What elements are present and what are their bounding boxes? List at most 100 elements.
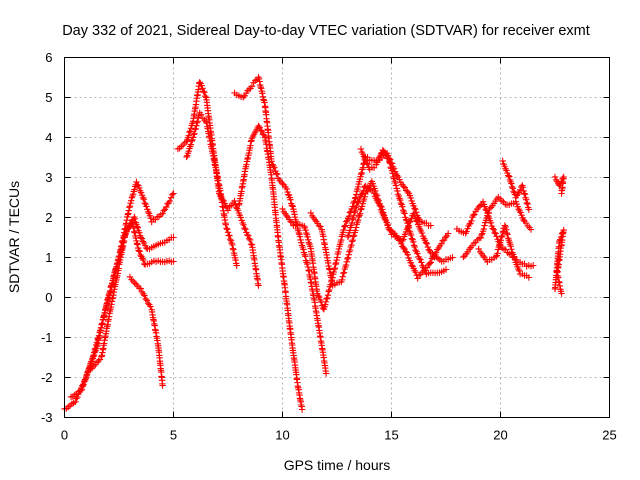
data-point [98,321,105,328]
data-point [521,190,528,197]
data-point [480,225,487,233]
data-point [128,197,135,204]
data-point [412,214,419,222]
data-point [344,233,352,241]
data-point [143,244,150,252]
data-point [186,128,193,136]
data-point [501,222,509,229]
data-point [357,171,365,178]
data-point [412,246,419,254]
data-point [394,187,401,195]
data-point [84,369,91,376]
data-point [142,295,149,303]
x-tick-label: 0 [61,428,68,443]
data-point [381,215,388,223]
data-point [354,217,362,224]
data-point [245,85,253,93]
data-point [332,259,340,267]
data-point [94,335,101,343]
data-point [199,85,206,92]
data-point [128,194,136,201]
data-point [233,262,240,269]
data-point [322,298,330,306]
data-point [407,231,415,239]
data-point [380,147,388,155]
data-point [143,297,151,304]
data-point [350,232,358,239]
data-point [396,176,403,183]
data-point [139,194,147,201]
data-point [137,285,144,292]
data-point [440,236,448,244]
data-point [359,200,366,207]
data-point [376,202,384,210]
data-point [96,356,104,363]
data-point [131,215,139,222]
series-track-18 [551,226,567,297]
data-point [160,207,168,214]
data-point [356,212,363,219]
data-point [417,256,424,263]
data-point [163,203,170,211]
series-track-9 [279,150,434,313]
data-point [147,214,155,222]
series-track-7 [231,74,330,377]
x-tick-label: 5 [170,428,177,443]
data-point [288,202,296,209]
data-point [506,173,513,180]
data-point [136,248,143,255]
data-point [198,111,205,118]
data-point [305,239,313,246]
data-point [323,295,330,303]
data-point [338,276,346,284]
data-point [421,266,428,274]
data-point [475,245,482,253]
data-point [351,195,359,202]
data-point [386,158,393,166]
data-point [481,222,488,229]
data-point [370,164,378,172]
data-point [357,206,364,213]
data-point [296,233,304,240]
data-point [302,253,309,260]
data-point [410,242,418,249]
data-point [442,266,450,273]
data-point [224,229,232,236]
data-point [189,134,197,141]
series-track-3 [87,218,177,373]
chart-title: Day 332 of 2021, Sidereal Day-to-day VTE… [62,23,590,39]
data-point [90,363,97,370]
data-point [298,239,305,246]
data-point [196,79,203,86]
data-point [287,218,294,226]
data-point [418,229,426,237]
data-point [285,191,292,198]
data-point [331,265,339,272]
data-point [202,92,209,100]
data-point [411,205,418,212]
series-track-4 [126,273,166,389]
y-tick-label: 5 [45,90,52,105]
data-point [411,243,418,251]
data-point [414,250,421,257]
data-point [494,250,501,257]
series-track-14 [460,193,535,261]
data-point [339,273,346,280]
data-point [335,248,342,256]
data-point [404,220,411,227]
data-point [470,211,477,219]
data-point [477,234,485,241]
data-point [496,242,503,249]
data-point [439,237,446,244]
data-point [126,273,134,281]
data-point [464,225,471,232]
data-point [402,216,410,223]
data-point [72,398,79,406]
data-point [363,159,370,167]
data-point [356,210,364,217]
data-point [140,256,147,264]
data-point [194,118,201,125]
data-point [370,189,378,197]
data-point [352,207,359,215]
data-point [397,200,405,207]
